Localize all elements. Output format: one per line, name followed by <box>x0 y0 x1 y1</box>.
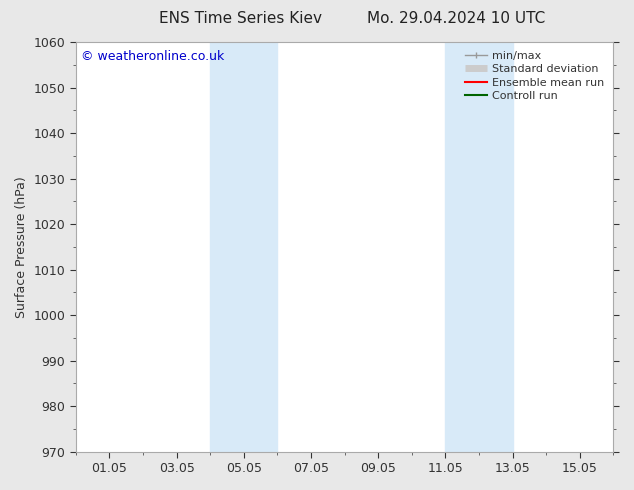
Text: © weatheronline.co.uk: © weatheronline.co.uk <box>81 50 224 63</box>
Bar <box>446 42 513 452</box>
Bar <box>210 42 278 452</box>
Y-axis label: Surface Pressure (hPa): Surface Pressure (hPa) <box>15 176 28 318</box>
Legend: min/max, Standard deviation, Ensemble mean run, Controll run: min/max, Standard deviation, Ensemble me… <box>461 48 608 104</box>
Text: Mo. 29.04.2024 10 UTC: Mo. 29.04.2024 10 UTC <box>367 11 546 26</box>
Text: ENS Time Series Kiev: ENS Time Series Kiev <box>159 11 323 26</box>
